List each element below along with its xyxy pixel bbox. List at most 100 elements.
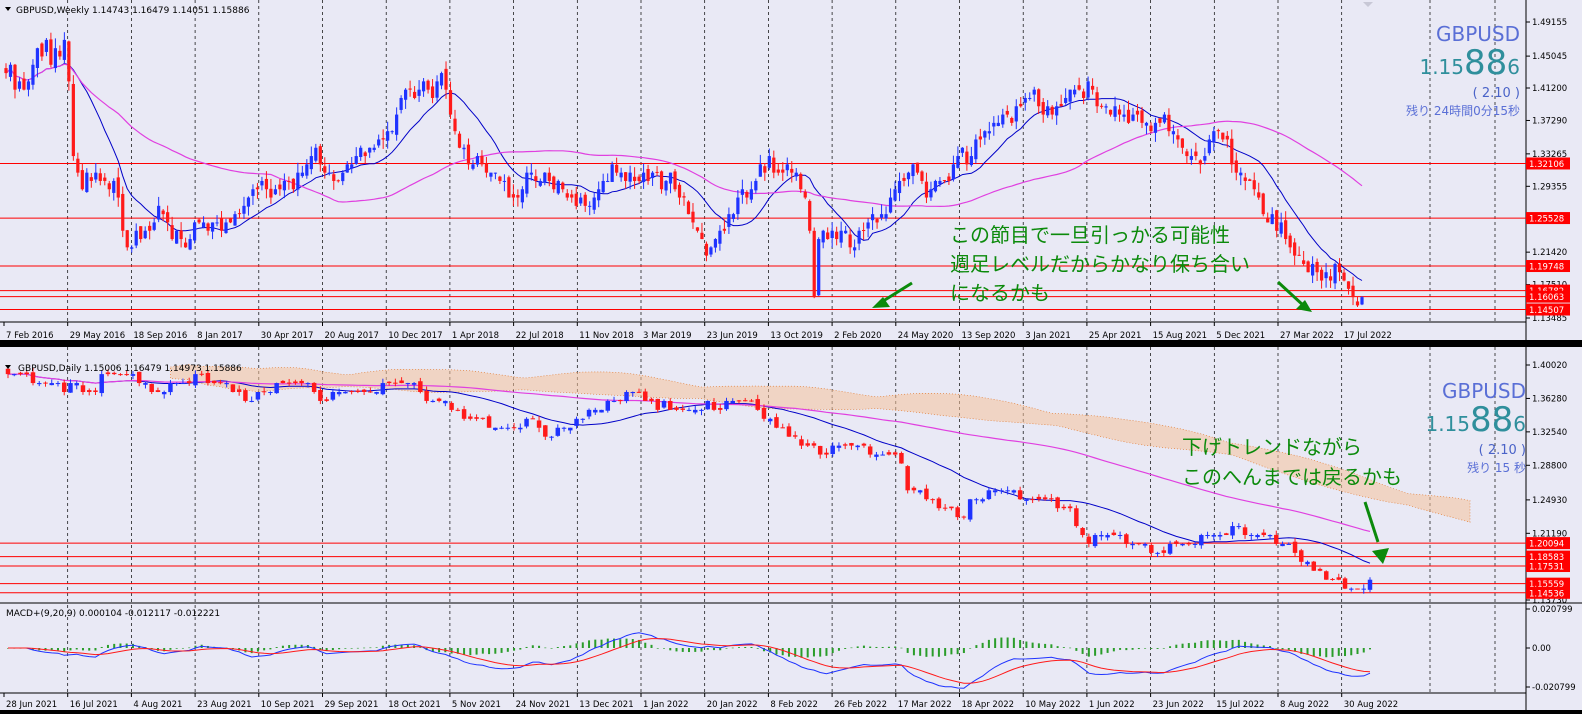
candle-body bbox=[772, 157, 776, 173]
candle-body bbox=[1239, 172, 1243, 176]
candle-body bbox=[1099, 535, 1104, 537]
candle-body bbox=[193, 374, 198, 386]
daily-candles[interactable] bbox=[5, 365, 1373, 594]
candle-body bbox=[381, 138, 385, 140]
macd-histogram-bar bbox=[931, 648, 934, 657]
weekly-chart-svg[interactable]: 1.49155 1.45045 1.41200 1.37290 1.33265 1.293… bbox=[0, 0, 1582, 341]
candle-body bbox=[143, 230, 147, 239]
daily-chart-svg[interactable]: 1.40020 1.36280 1.32540 1.28800 1.24930 1.211… bbox=[0, 347, 1582, 710]
candle-body bbox=[731, 214, 736, 219]
macd-histogram-bar bbox=[1337, 648, 1340, 656]
candle-body bbox=[830, 230, 834, 239]
candle-body bbox=[785, 164, 789, 171]
candle-body bbox=[161, 391, 167, 395]
macd-histogram-bar bbox=[1081, 648, 1084, 654]
candle-body bbox=[309, 156, 313, 170]
chevron-down-icon[interactable] bbox=[5, 365, 11, 369]
macd-histogram-bar bbox=[900, 647, 903, 649]
candle-body bbox=[1180, 543, 1185, 546]
price-tag bbox=[1526, 157, 1570, 170]
candle-body bbox=[1153, 122, 1158, 133]
candle-body bbox=[983, 131, 987, 138]
candle-body bbox=[1059, 103, 1063, 107]
candle-body bbox=[1306, 261, 1310, 273]
candle-body bbox=[493, 427, 498, 430]
macd-histogram-bar bbox=[756, 648, 759, 649]
candle-body bbox=[643, 391, 648, 401]
weekly-chart-panel[interactable]: 1.49155 1.45045 1.41200 1.37290 1.33265 1.293… bbox=[0, 0, 1582, 341]
weekly-plot-area[interactable] bbox=[0, 0, 1526, 322]
scroll-marker-icon[interactable] bbox=[1363, 2, 1373, 7]
candle-body bbox=[125, 230, 129, 248]
candle-body bbox=[661, 400, 667, 408]
candle-body bbox=[695, 227, 700, 231]
daily-chart-panel[interactable]: 1.40020 1.36280 1.32540 1.28800 1.24930 1.211… bbox=[0, 347, 1582, 710]
candle-body bbox=[511, 194, 515, 198]
candle-body bbox=[36, 383, 42, 385]
candle-body bbox=[86, 390, 92, 392]
candle-body bbox=[632, 176, 637, 181]
daily-annotation-line-2: このへんまでは戻るかも bbox=[1182, 465, 1402, 489]
candle-body bbox=[511, 427, 517, 429]
chevron-down-icon[interactable] bbox=[5, 7, 11, 11]
candle-body bbox=[1036, 496, 1042, 500]
weekly-candles[interactable] bbox=[4, 32, 1364, 307]
weekly-time-axis: 7 Feb 2016 29 May 2016 18 Sep 2016 8 Jan 20… bbox=[3, 322, 1392, 341]
candle-body bbox=[130, 374, 136, 376]
macd-histogram-bar bbox=[1200, 641, 1203, 648]
candle-body bbox=[949, 506, 954, 509]
candle-body bbox=[507, 177, 511, 198]
candle-body bbox=[206, 223, 210, 231]
candle-body bbox=[1136, 543, 1142, 545]
candle-body bbox=[1042, 497, 1048, 500]
candle-body bbox=[722, 228, 727, 231]
macd-histogram-bar bbox=[1369, 648, 1371, 650]
candle-body bbox=[1086, 81, 1090, 98]
macd-histogram-bar bbox=[1269, 646, 1272, 648]
macd-histogram-bar bbox=[356, 647, 359, 649]
y-tick-label: 1.36280 bbox=[1532, 394, 1567, 404]
macd-histogram-bar bbox=[500, 648, 503, 653]
candle-body bbox=[1073, 89, 1077, 95]
candle-body bbox=[386, 381, 392, 384]
price-tag-label: 1.14536 bbox=[1529, 589, 1564, 599]
candle-body bbox=[192, 222, 197, 241]
candle-body bbox=[228, 218, 233, 223]
candle-body bbox=[1010, 117, 1014, 123]
candle-body bbox=[98, 173, 102, 181]
candle-body bbox=[505, 427, 511, 429]
macd-histogram-bar bbox=[881, 646, 884, 648]
macd-histogram-bar bbox=[975, 645, 978, 648]
x-tick-label: 15 Aug 2021 bbox=[1153, 331, 1207, 340]
price-tag-label: 1.18583 bbox=[1529, 553, 1564, 563]
candle-body bbox=[1041, 102, 1045, 115]
candle-body bbox=[636, 391, 642, 393]
candle-body bbox=[570, 194, 574, 198]
candle-body bbox=[489, 172, 493, 177]
macd-plot[interactable] bbox=[7, 632, 1371, 689]
daily-price-suffix: 6 bbox=[1513, 412, 1526, 436]
candle-body bbox=[264, 178, 269, 190]
candle-body bbox=[655, 398, 661, 410]
candle-body bbox=[71, 83, 75, 157]
macd-histogram-bar bbox=[825, 648, 828, 656]
candle-body bbox=[1082, 91, 1086, 98]
ichimoku-cloud-band bbox=[170, 364, 1471, 523]
candle-body bbox=[599, 409, 604, 413]
candle-body bbox=[1230, 138, 1234, 165]
candle-body bbox=[278, 184, 282, 190]
macd-histogram-bar bbox=[525, 646, 528, 648]
candle-body bbox=[1360, 297, 1364, 305]
macd-histogram-bar bbox=[319, 648, 322, 650]
candle-body bbox=[1149, 125, 1153, 132]
candle-body bbox=[286, 382, 292, 384]
macd-histogram-bar bbox=[481, 648, 484, 654]
macd-histogram-bar bbox=[594, 639, 597, 648]
x-tick-label: 23 Jun 2019 bbox=[707, 331, 758, 340]
candle-body bbox=[341, 172, 345, 182]
macd-histogram-bar bbox=[819, 648, 822, 657]
candle-body bbox=[1351, 285, 1355, 298]
candle-body bbox=[179, 230, 183, 240]
candle-body bbox=[305, 383, 311, 385]
x-tick-label: 30 Aug 2022 bbox=[1344, 700, 1398, 710]
